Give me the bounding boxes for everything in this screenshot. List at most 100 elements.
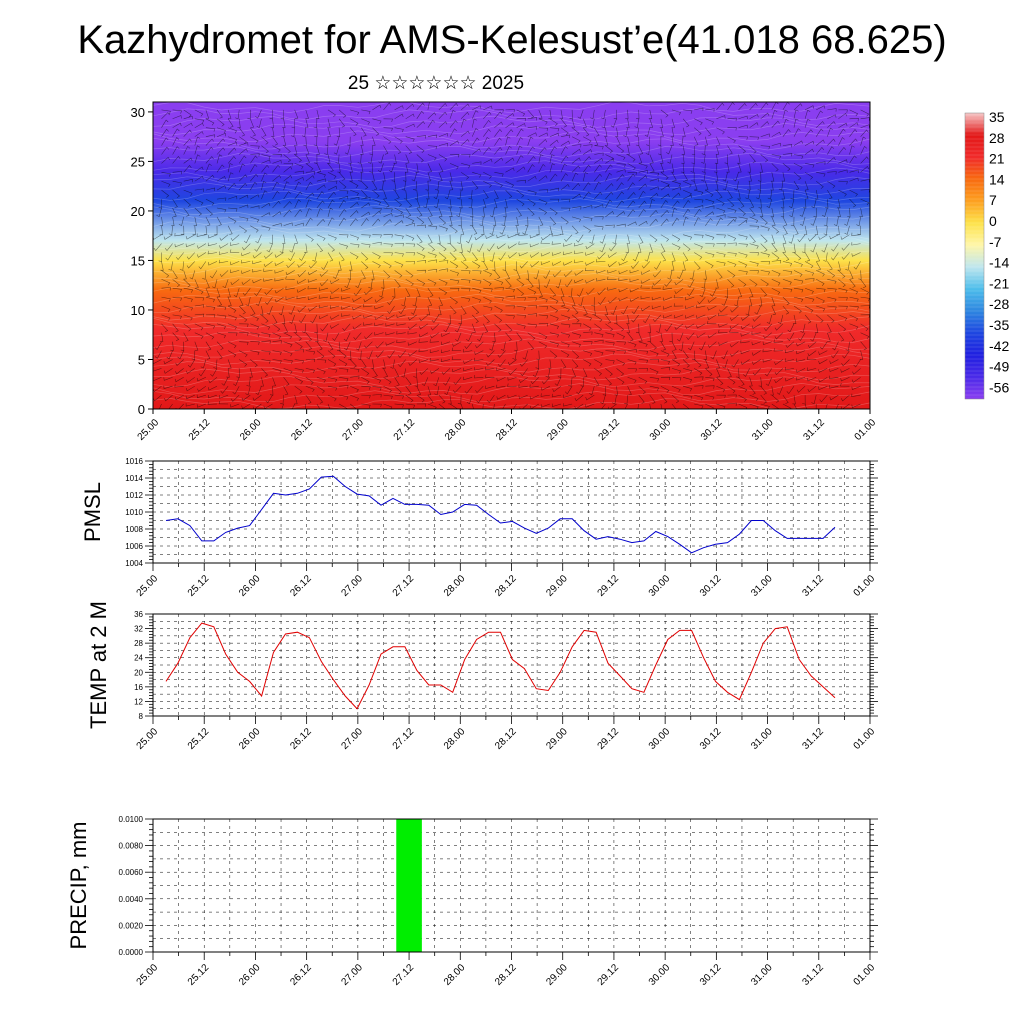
wind-barb (694, 376, 704, 380)
wind-barb (594, 152, 604, 156)
wind-barb (396, 314, 406, 318)
wind-barb (344, 145, 351, 155)
wind-barb (838, 109, 848, 113)
wind-barb (507, 359, 517, 366)
wind-barb (642, 314, 651, 324)
wind-barb (437, 234, 441, 244)
wind-barb (294, 385, 303, 394)
wind-barb (829, 368, 839, 372)
contour-line (153, 293, 870, 306)
wind-barb (307, 279, 317, 283)
wind-barb (180, 341, 185, 352)
wind-barb (183, 279, 191, 288)
wind-barb (705, 234, 715, 241)
wind-barb (250, 118, 254, 128)
wind-barb (758, 377, 762, 387)
wind-barb (616, 323, 625, 332)
wind-barb (583, 323, 592, 331)
wind-barb (350, 368, 360, 373)
wind-barb (227, 341, 237, 349)
wind-barb (548, 359, 552, 369)
wind-barb (197, 243, 207, 249)
wind-barb (641, 261, 651, 269)
wind-barb (716, 385, 726, 393)
wind-barb (183, 122, 193, 128)
y-tick-label: 32 (134, 625, 143, 634)
wind-barb (194, 287, 204, 295)
wind-barb (626, 234, 630, 244)
wind-barb (289, 243, 295, 253)
x-tick-label: 25.00 (135, 573, 161, 599)
wind-barb (496, 384, 506, 389)
wind-barb (216, 207, 227, 213)
wind-barb (607, 276, 617, 280)
wind-barb (505, 323, 513, 332)
wind-barb (687, 288, 695, 297)
wind-barb (801, 243, 806, 253)
wind-barb (250, 136, 259, 144)
wind-barb (571, 193, 581, 200)
wind-barb (773, 339, 783, 343)
wind-barb (649, 359, 660, 363)
wind-barb (252, 403, 262, 409)
wind-barb (438, 111, 448, 119)
wind-barb (594, 127, 600, 137)
wind-barb (552, 261, 562, 266)
y-tick-label: 0.0020 (119, 921, 144, 930)
wind-barb (369, 163, 373, 173)
wind-barb (827, 287, 837, 292)
wind-barb (597, 288, 606, 296)
wind-barb (474, 367, 484, 371)
wind-barb (427, 216, 433, 226)
wind-barb (288, 252, 295, 262)
wind-barb (316, 243, 324, 253)
wind-barb (449, 296, 458, 305)
wind-barb (585, 394, 595, 401)
wind-barb (527, 305, 538, 309)
contour-line (153, 219, 870, 232)
wind-barb (239, 332, 249, 336)
wind-barb (563, 261, 573, 266)
wind-barb (418, 339, 428, 343)
wind-barb (530, 377, 539, 385)
contour-line (153, 287, 870, 299)
wind-barb (627, 341, 637, 348)
wind-barb (359, 163, 364, 173)
wind-barb (250, 181, 258, 191)
wind-barb (760, 234, 768, 243)
wind-barb (238, 127, 246, 137)
wind-barb (527, 146, 535, 155)
wind-barb (372, 207, 382, 212)
wind-barb (238, 305, 246, 315)
wind-barb (560, 173, 568, 182)
wind-barb (383, 377, 392, 385)
wind-barb (369, 145, 373, 155)
wind-barb (361, 197, 371, 201)
wind-barb (453, 386, 462, 394)
wind-barb (626, 145, 630, 155)
wind-barb (514, 341, 518, 351)
wind-barb (818, 359, 828, 365)
wind-barb (572, 216, 582, 223)
wind-barb (582, 156, 592, 164)
wind-barb (316, 394, 324, 404)
wind-barb (308, 261, 318, 269)
wind-barb (685, 296, 695, 301)
wind-barb (330, 314, 340, 320)
wind-barb (261, 127, 267, 137)
wind-barb (682, 189, 692, 197)
wind-barb (608, 243, 617, 252)
wind-barb (216, 164, 225, 173)
wind-barb (383, 190, 387, 200)
wind-barb (307, 270, 318, 276)
colorbar-label: 14 (989, 171, 1005, 187)
wind-barb (741, 314, 750, 321)
wind-barb (764, 368, 773, 377)
wind-barb (851, 385, 861, 390)
wind-barb (804, 148, 814, 155)
wind-barb (405, 288, 411, 298)
wind-barb (722, 181, 728, 191)
wind-barb (494, 129, 503, 137)
wind-barb (438, 403, 446, 409)
wind-barb (605, 368, 613, 377)
